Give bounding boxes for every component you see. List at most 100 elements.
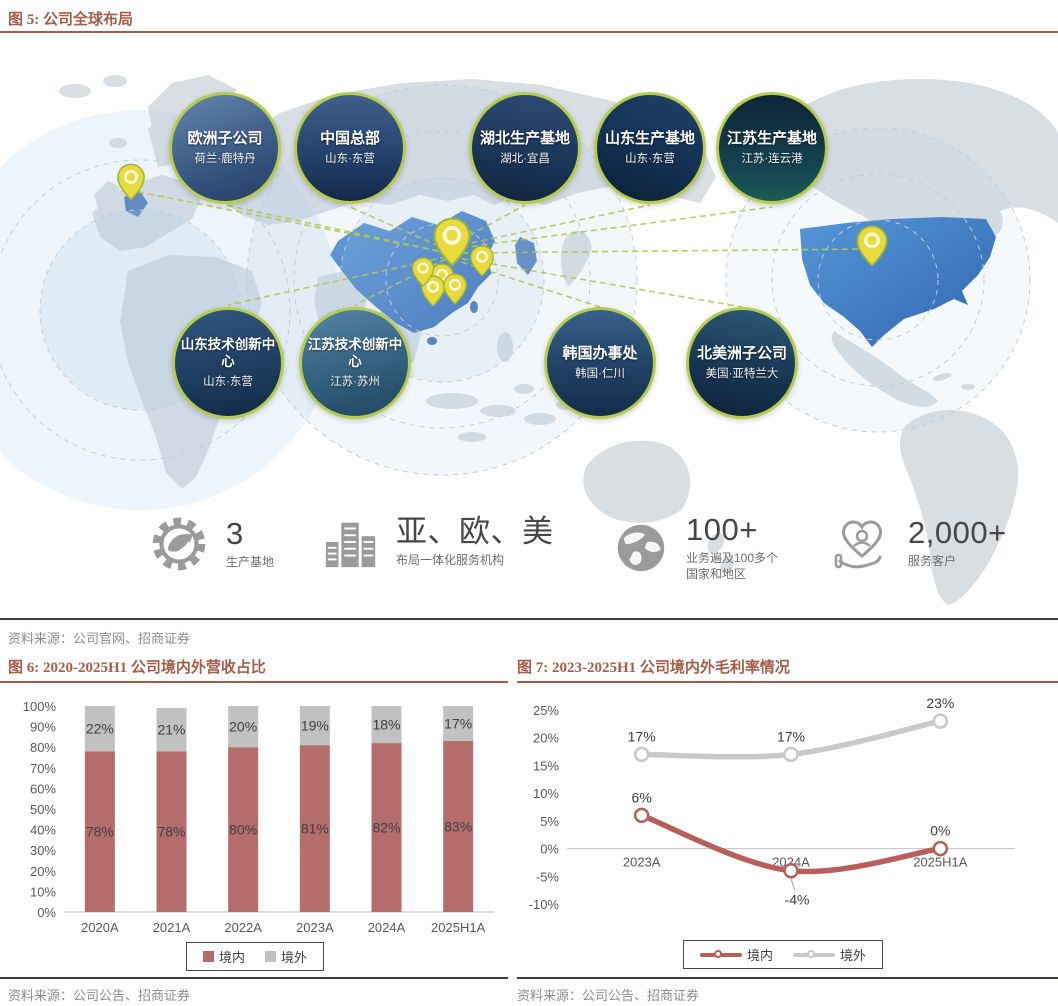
svg-text:0%: 0% xyxy=(930,823,950,839)
svg-text:50%: 50% xyxy=(30,802,56,817)
figure7-source: 资料来源：公司公告、招商证券 xyxy=(517,988,700,1003)
svg-text:80%: 80% xyxy=(30,740,56,755)
stat-production-bases: 3 生产基地 xyxy=(148,513,274,575)
svg-text:-4%: -4% xyxy=(785,892,810,908)
svg-text:17%: 17% xyxy=(777,728,805,744)
legend-item-domestic: 境内 xyxy=(202,947,245,966)
map-badge-china-hq: 中国总部 山东·东营 xyxy=(294,92,406,204)
figure6-bottom-rule xyxy=(0,977,508,979)
svg-text:-5%: -5% xyxy=(536,869,560,884)
svg-text:2020A: 2020A xyxy=(81,920,119,935)
svg-text:20%: 20% xyxy=(30,864,56,879)
svg-text:2025H1A: 2025H1A xyxy=(913,855,968,870)
svg-text:17%: 17% xyxy=(444,716,472,732)
legend-line-marker xyxy=(793,949,835,961)
svg-text:18%: 18% xyxy=(372,717,400,733)
svg-text:2021A: 2021A xyxy=(153,920,191,935)
map-badge-shandong-base: 山东生产基地 山东·东营 xyxy=(594,92,706,204)
legend-swatch xyxy=(265,951,276,962)
svg-text:20%: 20% xyxy=(229,719,257,735)
svg-text:0%: 0% xyxy=(540,842,559,857)
map-us-shape xyxy=(800,217,996,347)
stat-value: 2,000+ xyxy=(908,515,1007,551)
svg-text:30%: 30% xyxy=(30,843,56,858)
figure5-source: 资料来源：公司官网、招商证券 xyxy=(8,631,191,646)
map-badge-jiangsu-base: 江苏生产基地 江苏·连云港 xyxy=(716,92,828,204)
svg-text:70%: 70% xyxy=(30,761,56,776)
legend-item-overseas: 境外 xyxy=(793,945,866,964)
svg-text:17%: 17% xyxy=(628,728,656,744)
revenue-share-stacked-bar-chart: 0% 10% 20% 30% 40% 50% 60% 70% 80% 90% 100% 78% 22% 2… xyxy=(6,694,504,951)
figure5-title-rule xyxy=(0,31,1058,33)
svg-text:0%: 0% xyxy=(37,905,56,920)
svg-text:25%: 25% xyxy=(533,703,559,718)
svg-text:100%: 100% xyxy=(23,699,57,714)
global-layout-map: 欧洲子公司 荷兰·鹿特丹 中国总部 山东·东营 湖北生产基地 湖北·宜昌 山东生… xyxy=(0,45,1058,612)
svg-text:60%: 60% xyxy=(30,781,56,796)
stat-customers: 2,000+ 服务客户 xyxy=(832,513,1007,573)
svg-text:2025H1A: 2025H1A xyxy=(431,920,486,935)
svg-text:2023A: 2023A xyxy=(623,855,661,870)
svg-text:19%: 19% xyxy=(301,718,329,734)
figure6-source: 资料来源：公司公告、招商证券 xyxy=(8,988,191,1003)
svg-text:40%: 40% xyxy=(30,823,56,838)
svg-text:2024A: 2024A xyxy=(368,920,406,935)
svg-text:2024A: 2024A xyxy=(772,855,810,870)
gross-margin-line-chart: -10% -5% 0% 5% 10% 15% 20% 25% 2023A 2024A 2025H1A… xyxy=(517,692,1049,949)
svg-text:82%: 82% xyxy=(372,820,400,836)
svg-text:15%: 15% xyxy=(533,758,559,773)
legend-swatch xyxy=(202,951,214,962)
stat-value: 亚、欧、美 xyxy=(396,514,554,550)
svg-text:10%: 10% xyxy=(533,786,559,801)
svg-text:2022A: 2022A xyxy=(224,920,262,935)
stat-label: 业务遍及100多个 国家和地区 xyxy=(686,551,779,581)
figure7-title: 图 7: 2023-2025H1 公司境内外毛利率情况 xyxy=(517,660,790,676)
figure7-title-rule xyxy=(517,681,1058,683)
map-badge-shandong-innovation: 山东技术创新中心 山东·东营 xyxy=(172,307,284,419)
legend-item-domestic: 境内 xyxy=(699,945,773,964)
stat-value: 3 xyxy=(226,516,244,552)
figure5-title: 图 5: 公司全球布局 xyxy=(8,12,133,28)
stat-label: 服务客户 xyxy=(908,554,957,569)
svg-text:90%: 90% xyxy=(30,720,56,735)
globe-icon xyxy=(617,524,665,571)
map-korea-shape xyxy=(515,237,537,275)
heart-hand-icon xyxy=(834,520,883,569)
figure6-legend: 境内 境外 xyxy=(6,942,504,971)
svg-text:21%: 21% xyxy=(157,722,185,738)
map-badge-jiangsu-innovation: 江苏技术创新中心 江苏·苏州 xyxy=(299,307,411,419)
svg-text:6%: 6% xyxy=(632,789,652,805)
map-hainan xyxy=(427,337,437,345)
svg-text:80%: 80% xyxy=(229,822,257,838)
figure7-bottom-rule xyxy=(517,977,1058,979)
svg-text:81%: 81% xyxy=(301,821,329,837)
legend-line-marker xyxy=(699,949,742,961)
map-badge-korea-office: 韩国办事处 韩国·仁川 xyxy=(544,307,656,419)
svg-text:2023A: 2023A xyxy=(296,920,334,935)
map-badge-na-subsidiary: 北美洲子公司 美国·亚特兰大 xyxy=(686,307,798,419)
stat-label: 布局一体化服务机构 xyxy=(396,553,505,568)
stat-countries: 100+ 业务遍及100多个 国家和地区 xyxy=(612,512,779,582)
legend-item-overseas: 境外 xyxy=(265,947,307,966)
buildings-icon xyxy=(325,522,376,568)
map-badge-europe-subsidiary: 欧洲子公司 荷兰·鹿特丹 xyxy=(169,92,281,204)
svg-text:-10%: -10% xyxy=(529,897,560,912)
figure6-title-rule xyxy=(0,681,508,683)
map-badge-hubei-base: 湖北生产基地 湖北·宜昌 xyxy=(469,92,581,204)
svg-text:23%: 23% xyxy=(926,695,954,711)
svg-text:10%: 10% xyxy=(30,884,56,899)
svg-text:83%: 83% xyxy=(444,819,472,835)
figure7-legend: 境内 境外 xyxy=(517,940,1049,969)
map-taiwan xyxy=(470,301,478,313)
stat-service-regions: 亚、欧、美 布局一体化服务机构 xyxy=(322,513,554,571)
svg-text:78%: 78% xyxy=(86,824,114,840)
svg-text:20%: 20% xyxy=(533,731,559,746)
figure5-bottom-rule xyxy=(0,618,1058,620)
figure6-title: 图 6: 2020-2025H1 公司境内外营收占比 xyxy=(8,660,266,676)
svg-text:22%: 22% xyxy=(86,721,114,737)
svg-text:78%: 78% xyxy=(157,824,185,840)
gear-leaf-icon xyxy=(152,517,206,571)
stat-label: 生产基地 xyxy=(226,555,275,570)
stat-value: 100+ xyxy=(686,512,758,547)
